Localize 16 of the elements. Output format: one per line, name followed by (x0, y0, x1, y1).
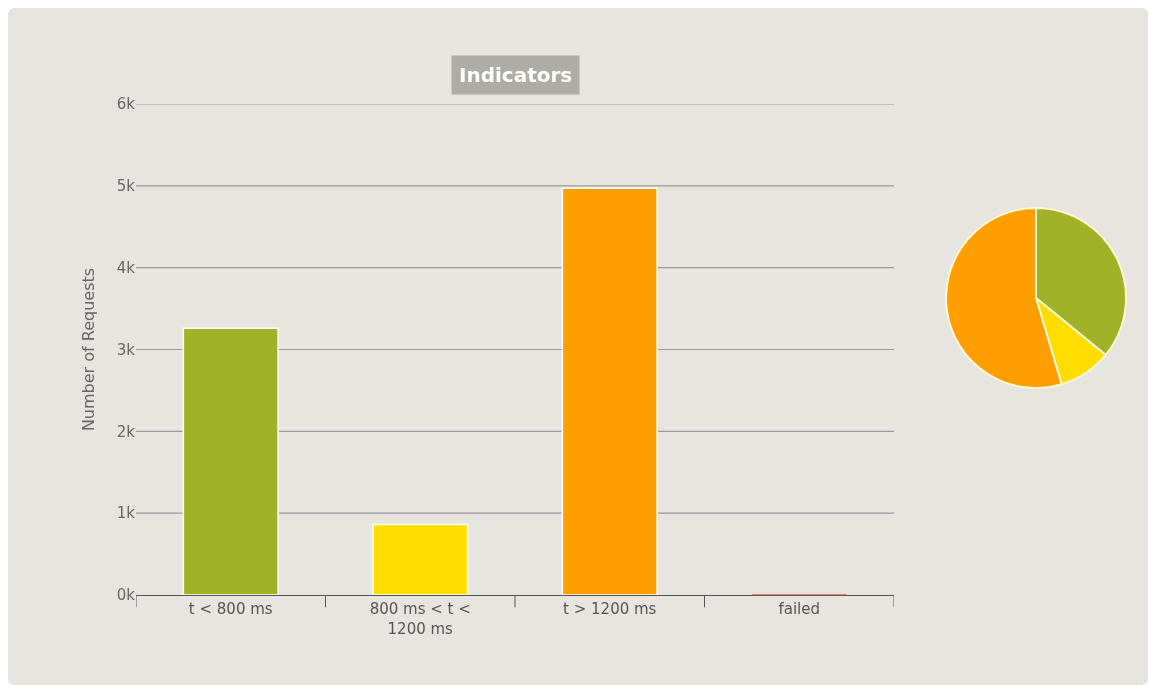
y-tick-label: 2k (116, 422, 136, 441)
x-tick-label: 800 ms < t < 1200 ms (369, 600, 471, 638)
y-tick-label: 6k (116, 95, 136, 114)
bar (561, 187, 658, 595)
x-tick-label: t < 800 ms (188, 600, 273, 618)
chart-title: Indicators (459, 63, 573, 87)
bar (372, 523, 469, 595)
x-tick-label: failed (778, 600, 821, 618)
y-tick-label: 5k (116, 177, 136, 196)
y-tick-label: 0k (116, 586, 136, 605)
x-tick-label: t > 1200 ms (563, 600, 657, 618)
y-tick-label: 1k (116, 504, 136, 523)
y-tick-label: 3k (116, 340, 136, 359)
bar (182, 327, 279, 595)
y-axis-title: Number of Requests (79, 267, 98, 432)
y-tick-label: 4k (116, 258, 136, 277)
